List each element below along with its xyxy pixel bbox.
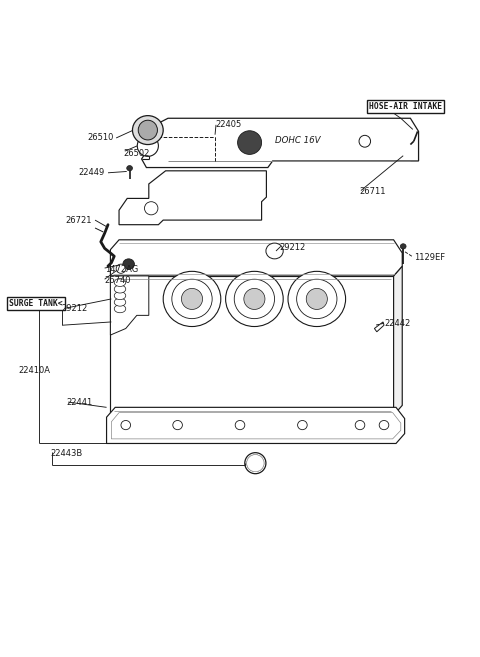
Ellipse shape [298, 420, 307, 430]
Text: 1129EF: 1129EF [414, 253, 445, 262]
Text: 26721: 26721 [66, 215, 92, 225]
Text: 22410A: 22410A [18, 366, 50, 375]
Text: 1472AG: 1472AG [105, 265, 138, 274]
Ellipse shape [114, 305, 126, 313]
Ellipse shape [250, 458, 261, 468]
Text: 22442: 22442 [384, 319, 410, 328]
Ellipse shape [114, 298, 126, 306]
Polygon shape [110, 276, 149, 335]
Ellipse shape [137, 135, 158, 156]
Ellipse shape [163, 271, 221, 327]
Ellipse shape [359, 135, 371, 147]
Ellipse shape [234, 279, 275, 319]
Polygon shape [394, 266, 402, 415]
Polygon shape [111, 413, 401, 439]
Ellipse shape [173, 420, 182, 430]
Ellipse shape [114, 285, 126, 293]
Ellipse shape [247, 455, 264, 472]
Ellipse shape [132, 116, 163, 145]
Text: DOHC 16V: DOHC 16V [275, 136, 320, 145]
Text: 22405: 22405 [215, 120, 241, 129]
Ellipse shape [247, 455, 264, 472]
Ellipse shape [172, 279, 212, 319]
Ellipse shape [127, 166, 132, 171]
Ellipse shape [226, 271, 283, 327]
Text: 22441: 22441 [66, 397, 93, 407]
Text: HOSE-AIR INTAKE: HOSE-AIR INTAKE [369, 102, 442, 111]
Polygon shape [110, 240, 402, 276]
Ellipse shape [114, 279, 126, 286]
Ellipse shape [181, 288, 203, 309]
Ellipse shape [400, 244, 406, 249]
Polygon shape [374, 322, 384, 332]
Ellipse shape [244, 288, 265, 309]
Text: 26740: 26740 [105, 276, 131, 285]
Ellipse shape [114, 292, 126, 300]
Polygon shape [119, 171, 266, 225]
Ellipse shape [235, 420, 245, 430]
Ellipse shape [306, 288, 327, 309]
Ellipse shape [379, 420, 389, 430]
Text: 22443B: 22443B [50, 449, 83, 458]
Text: SURGE TANK<: SURGE TANK< [9, 299, 63, 308]
Ellipse shape [116, 264, 126, 273]
Text: 26711: 26711 [359, 187, 385, 196]
Ellipse shape [297, 279, 337, 319]
Ellipse shape [245, 453, 266, 474]
Ellipse shape [138, 120, 157, 140]
Text: 29212: 29212 [61, 304, 88, 313]
Text: 29212: 29212 [279, 243, 306, 252]
Ellipse shape [247, 455, 264, 472]
Polygon shape [107, 407, 405, 443]
Text: 22449: 22449 [78, 168, 105, 177]
Ellipse shape [355, 420, 365, 430]
Polygon shape [142, 118, 419, 168]
Text: 26510: 26510 [88, 133, 114, 143]
Text: 26502: 26502 [124, 149, 150, 158]
Ellipse shape [144, 202, 158, 215]
Ellipse shape [121, 420, 131, 430]
Ellipse shape [288, 271, 346, 327]
Ellipse shape [123, 259, 134, 269]
Ellipse shape [266, 243, 283, 259]
Ellipse shape [238, 131, 262, 154]
Polygon shape [110, 276, 394, 415]
